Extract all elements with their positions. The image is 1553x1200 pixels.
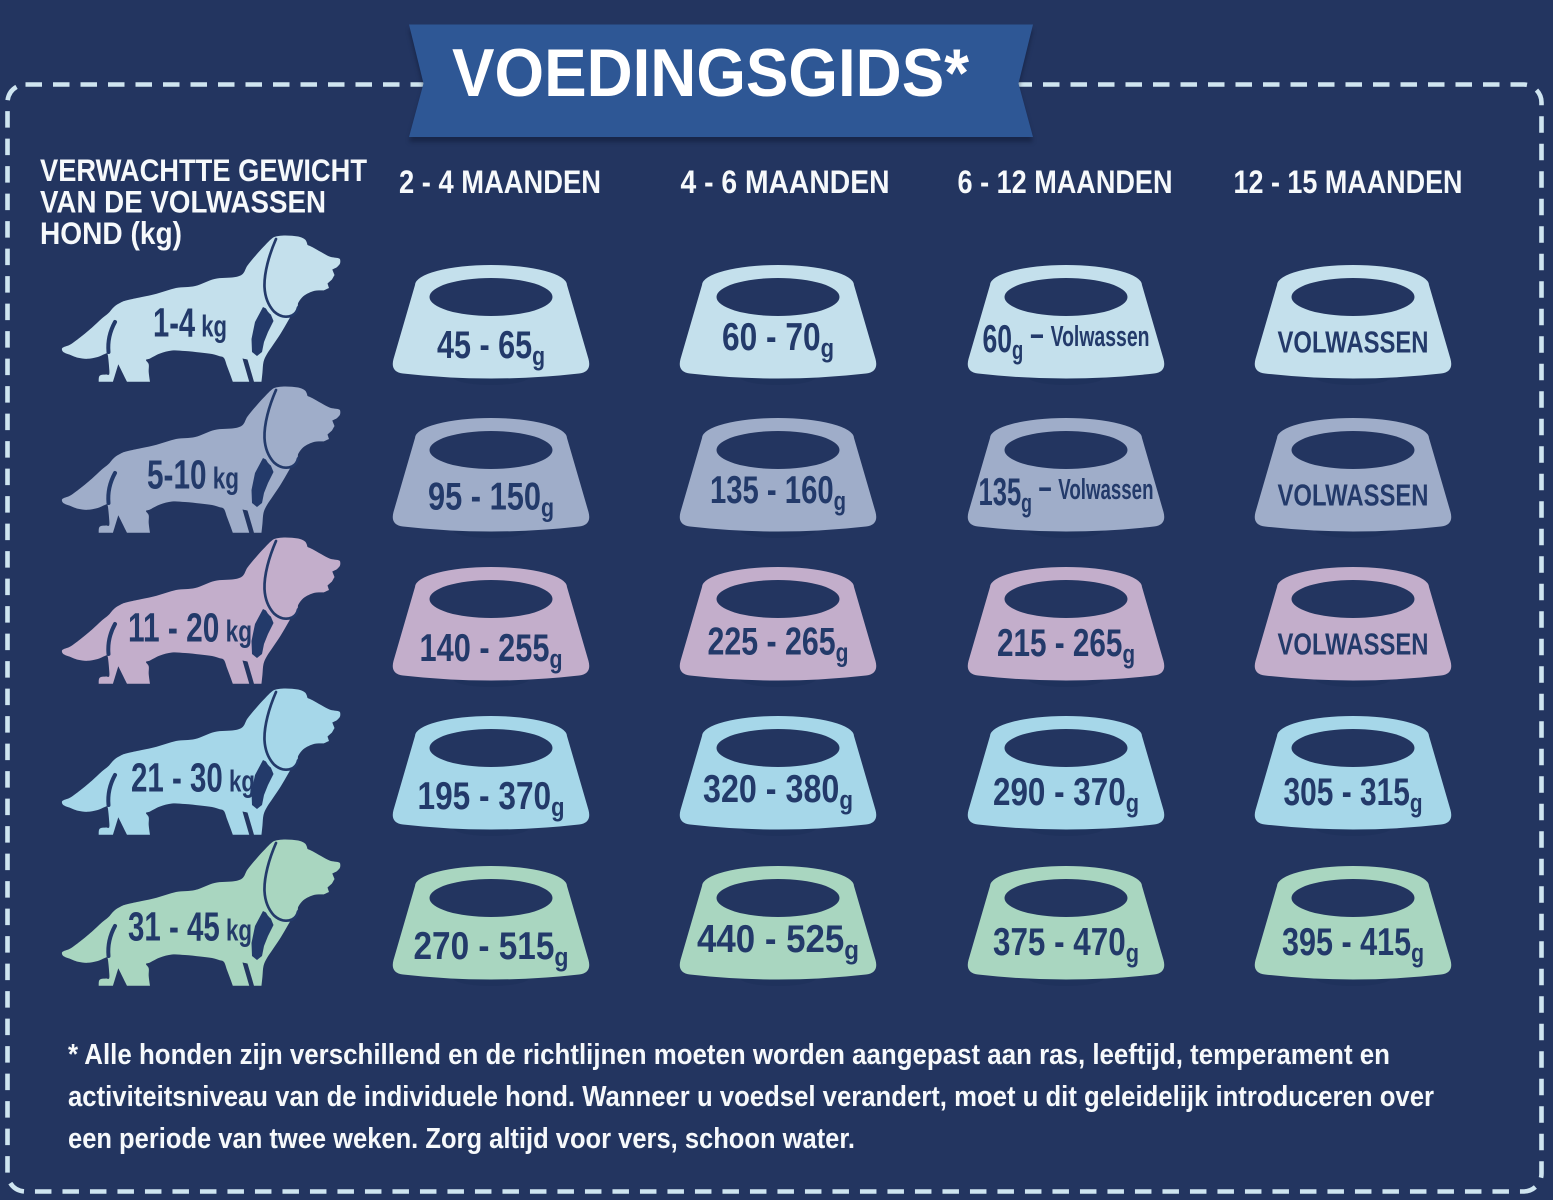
svg-text:HOND (kg): HOND (kg) (40, 215, 182, 251)
svg-text:195 - 370g: 195 - 370g (418, 775, 565, 822)
svg-text:290 - 370g: 290 - 370g (993, 771, 1139, 818)
svg-text:60 - 70g: 60 - 70g (722, 316, 834, 363)
svg-text:320 - 380g: 320 - 380g (703, 768, 853, 815)
svg-text:225 - 265g: 225 - 265g (708, 621, 849, 668)
svg-text:12 - 15 MAANDEN: 12 - 15 MAANDEN (1234, 164, 1463, 200)
svg-text:95 - 150g: 95 - 150g (428, 476, 554, 523)
svg-text:45 - 65g: 45 - 65g (437, 324, 545, 371)
svg-text:31 - 45 kg: 31 - 45 kg (128, 904, 252, 950)
svg-text:VOEDINGSGIDS*: VOEDINGSGIDS* (452, 35, 970, 111)
svg-text:440 - 525g: 440 - 525g (697, 918, 859, 965)
svg-text:VOLWASSEN: VOLWASSEN (1278, 478, 1429, 513)
svg-text:VERWACHTTE GEWICHT: VERWACHTTE GEWICHT (40, 152, 367, 188)
svg-text:een periode van twee weken. Zo: een periode van twee weken. Zorg altijd … (68, 1123, 855, 1155)
svg-text:140 - 255g: 140 - 255g (420, 627, 563, 674)
svg-text:215 - 265g: 215 - 265g (997, 622, 1135, 669)
svg-text:* Alle honden zijn verschillen: * Alle honden zijn verschillend en de ri… (68, 1039, 1390, 1071)
svg-text:VOLWASSEN: VOLWASSEN (1278, 627, 1429, 662)
svg-text:4 - 6 MAANDEN: 4 - 6 MAANDEN (681, 164, 890, 200)
svg-text:VAN DE VOLWASSEN: VAN DE VOLWASSEN (40, 184, 326, 220)
svg-text:activiteitsniveau van de indiv: activiteitsniveau van de individuele hon… (68, 1081, 1434, 1113)
svg-text:375 - 470g: 375 - 470g (993, 921, 1139, 968)
svg-text:2 - 4 MAANDEN: 2 - 4 MAANDEN (399, 164, 601, 200)
svg-text:395 - 415g: 395 - 415g (1282, 921, 1424, 968)
svg-text:VOLWASSEN: VOLWASSEN (1278, 325, 1429, 360)
svg-text:6 - 12 MAANDEN: 6 - 12 MAANDEN (958, 164, 1173, 200)
svg-text:305 - 315g: 305 - 315g (1284, 771, 1423, 818)
svg-text:135 - 160g: 135 - 160g (710, 469, 846, 516)
svg-text:270 - 515g: 270 - 515g (414, 925, 569, 972)
